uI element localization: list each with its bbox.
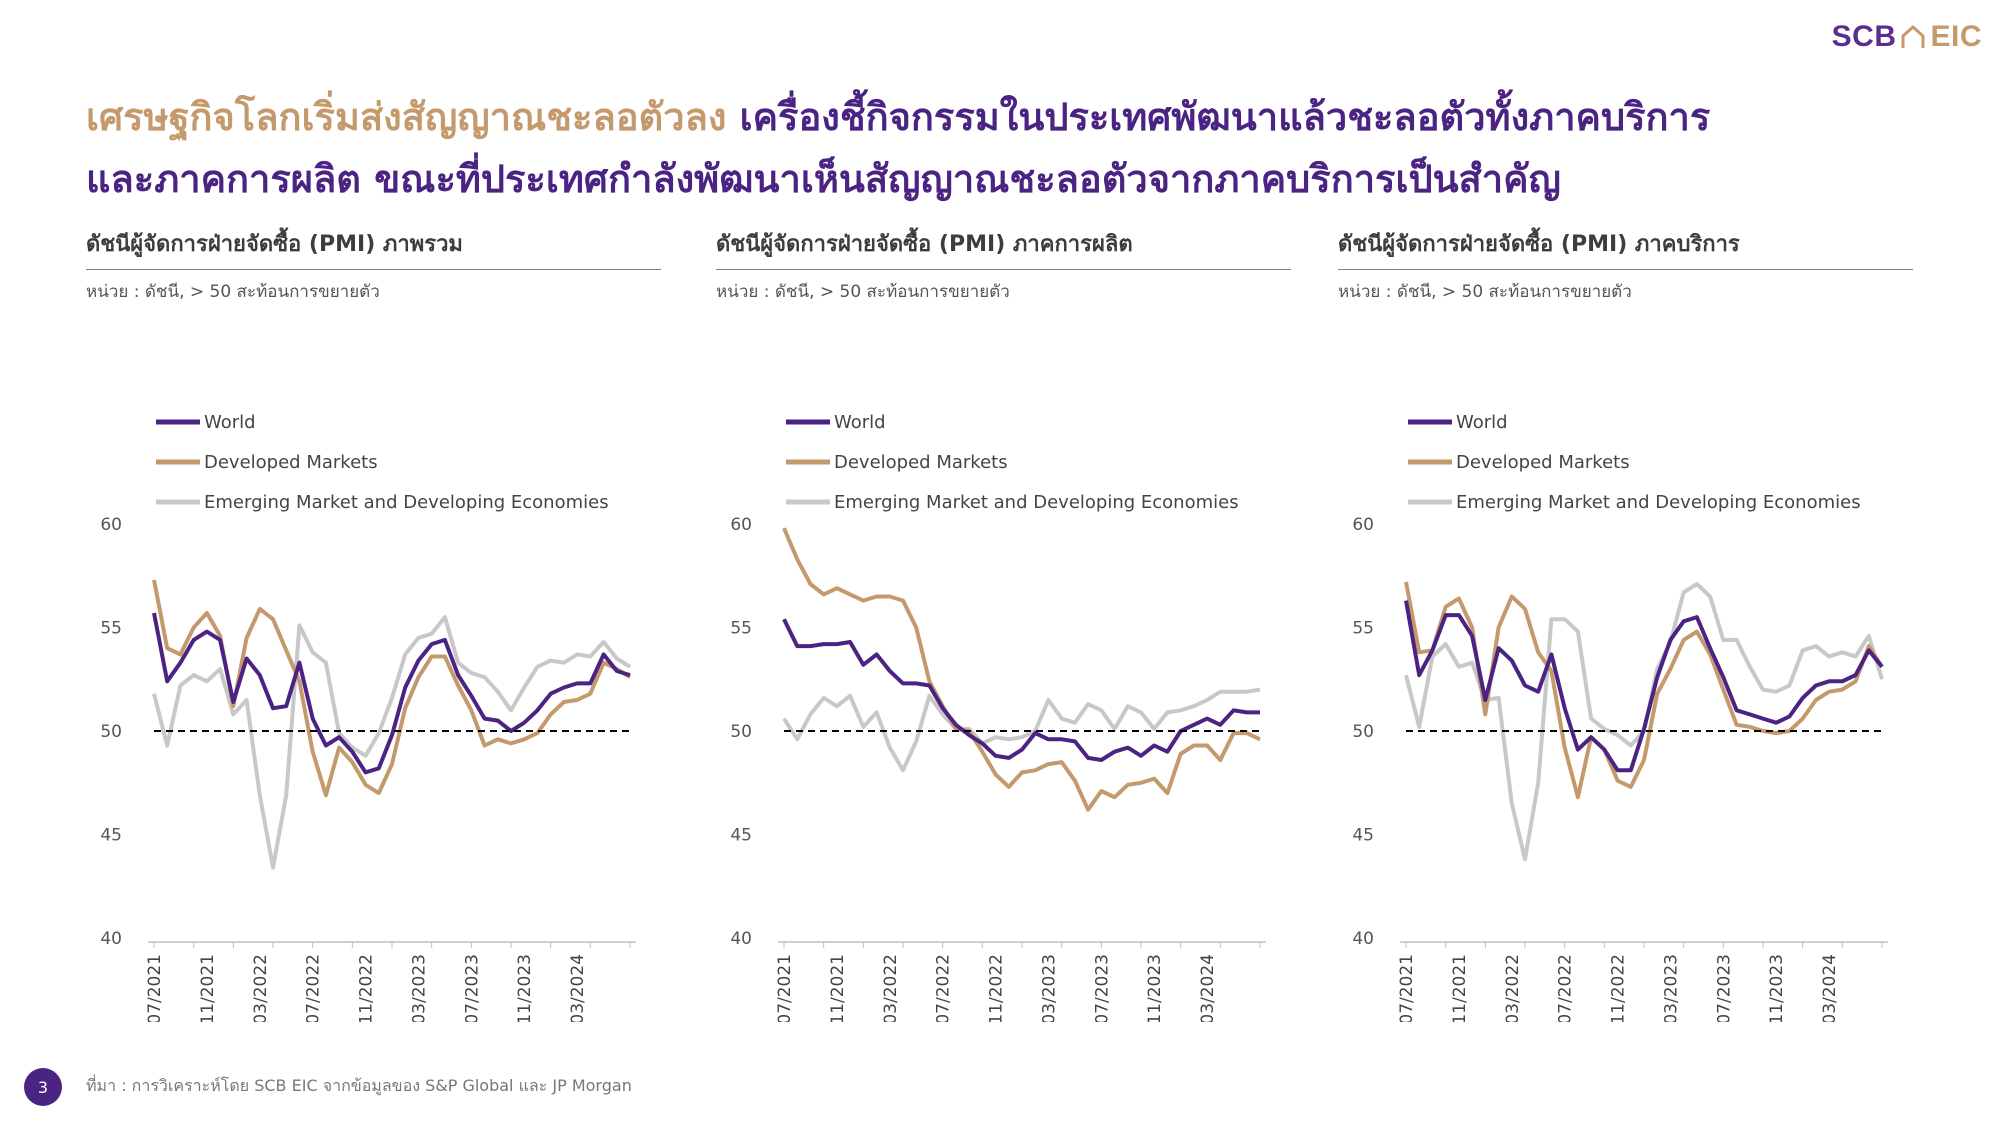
panel-manufacturing: ดัชนีผู้จัดการฝ่ายจัดซื้อ (PMI) ภาคการผล…: [716, 226, 1316, 1026]
x-tick-label: 03/2024: [1820, 954, 1840, 1022]
y-tick-label: 40: [100, 929, 122, 949]
page-headline: เศรษฐกิจโลกเริ่มส่งสัญญาณชะลอตัวลง เครื่…: [86, 86, 1906, 210]
x-tick-label: 11/2022: [357, 954, 377, 1022]
legend-world: World: [786, 412, 886, 433]
legend-label: Developed Markets: [834, 452, 1008, 473]
x-tick-label: 07/2023: [462, 954, 482, 1022]
y-tick-label: 55: [1352, 619, 1374, 639]
x-tick-label: 11/2022: [987, 954, 1007, 1022]
brand-scb: SCB: [1831, 20, 1897, 53]
pmi-manufacturing-chart: World Developed Markets Emerging Market an…: [730, 412, 1266, 1022]
legend-label: Emerging Market and Developing Economies: [1456, 492, 1861, 513]
legend-em: Emerging Market and Developing Economies: [156, 492, 609, 513]
x-tick-label: 07/2022: [934, 954, 954, 1022]
x-tick-label: 07/2023: [1092, 954, 1112, 1022]
x-tick-label: 07/2021: [775, 954, 795, 1022]
legend-label: Developed Markets: [1456, 452, 1630, 473]
legend-dm: Developed Markets: [1408, 452, 1630, 473]
page-number: 3: [24, 1068, 62, 1106]
pmi-services-chart: World Developed Markets Emerging Market an…: [1352, 412, 1888, 1022]
y-tick-label: 40: [1352, 929, 1374, 949]
x-tick-label: 03/2024: [568, 954, 588, 1022]
source-note: ที่มา : การวิเคราะห์โดย SCB EIC จากข้อมู…: [86, 1076, 632, 1095]
y-tick-label: 45: [730, 826, 752, 846]
legend-label: Developed Markets: [204, 452, 378, 473]
legend-world: World: [1408, 412, 1508, 433]
x-tick-label: 07/2022: [1556, 954, 1576, 1022]
legend-em: Emerging Market and Developing Economies: [1408, 492, 1861, 513]
y-tick-label: 45: [1352, 826, 1374, 846]
x-tick-label: 11/2023: [515, 954, 535, 1022]
panel-unit: หน่วย : ดัชนี, > 50 สะท้อนการขยายตัว: [716, 282, 1010, 302]
legend-dm: Developed Markets: [786, 452, 1008, 473]
x-tick-label: 11/2023: [1767, 954, 1787, 1022]
x-tick-label: 03/2024: [1198, 954, 1218, 1022]
dm-series-line: [1404, 581, 1884, 800]
y-tick-label: 60: [100, 515, 122, 535]
y-tick-label: 50: [730, 722, 752, 742]
y-tick-label: 55: [100, 619, 122, 639]
legend-dm: Developed Markets: [156, 452, 378, 473]
y-tick-label: 40: [730, 929, 752, 949]
y-tick-label: 60: [730, 515, 752, 535]
headline-highlight: เศรษฐกิจโลกเริ่มส่งสัญญาณชะลอตัวลง: [86, 95, 727, 139]
legend-world: World: [156, 412, 256, 433]
x-tick-label: 03/2022: [251, 954, 271, 1022]
panel-unit: หน่วย : ดัชนี, > 50 สะท้อนการขยายตัว: [86, 282, 380, 302]
headline-line1: เครื่องชี้กิจกรรมในประเทศพัฒนาแล้วชะลอตั…: [726, 95, 1711, 139]
y-tick-label: 60: [1352, 515, 1374, 535]
legend-label: Emerging Market and Developing Economies: [834, 492, 1239, 513]
y-tick-label: 55: [730, 619, 752, 639]
panel-title: ดัชนีผู้จัดการฝ่ายจัดซื้อ (PMI) ภาคบริกา…: [1338, 226, 1913, 270]
y-tick-label: 45: [100, 826, 122, 846]
x-tick-label: 11/2021: [828, 954, 848, 1022]
panel-services: ดัชนีผู้จัดการฝ่ายจัดซื้อ (PMI) ภาคบริกา…: [1338, 226, 1938, 1026]
x-tick-label: 11/2023: [1145, 954, 1165, 1022]
world-series-line: [152, 612, 631, 775]
panel-unit: หน่วย : ดัชนี, > 50 สะท้อนการขยายตัว: [1338, 282, 1632, 302]
legend-label: Emerging Market and Developing Economies: [204, 492, 609, 513]
dm-series-line: [782, 527, 1261, 812]
x-tick-label: 11/2021: [198, 954, 218, 1022]
x-tick-label: 11/2022: [1609, 954, 1629, 1022]
x-tick-label: 07/2022: [304, 954, 324, 1022]
em-series-line: [152, 615, 632, 870]
x-tick-label: 03/2023: [1039, 954, 1059, 1022]
legend-label: World: [204, 412, 256, 433]
x-tick-label: 03/2022: [1503, 954, 1523, 1022]
x-tick-label: 07/2023: [1714, 954, 1734, 1022]
x-tick-label: 07/2021: [145, 954, 165, 1022]
x-tick-label: 03/2022: [881, 954, 901, 1022]
house-icon: [1901, 25, 1925, 48]
x-tick-label: 11/2021: [1450, 954, 1470, 1022]
panel-title: ดัชนีผู้จัดการฝ่ายจัดซื้อ (PMI) ภาพรวม: [86, 226, 661, 270]
headline-line2: และภาคการผลิต ขณะที่ประเทศกำลังพัฒนาเห็น…: [86, 157, 1561, 201]
x-tick-label: 03/2023: [1661, 954, 1681, 1022]
panel-title: ดัชนีผู้จัดการฝ่ายจัดซื้อ (PMI) ภาคการผล…: [716, 226, 1291, 270]
x-tick-label: 07/2021: [1397, 954, 1417, 1022]
dm-series-line: [152, 579, 632, 798]
em-series-line: [782, 687, 1261, 773]
legend-label: World: [1456, 412, 1508, 433]
brand-eic: EIC: [1930, 20, 1982, 53]
pmi-overall-chart: World Developed Markets Emerging Market an…: [100, 412, 636, 1022]
legend-label: World: [834, 412, 886, 433]
panel-overall: ดัชนีผู้จัดการฝ่ายจัดซื้อ (PMI) ภาพรวม ห…: [86, 226, 686, 1026]
x-tick-label: 03/2023: [409, 954, 429, 1022]
legend-em: Emerging Market and Developing Economies: [786, 492, 1239, 513]
world-series-line: [1404, 600, 1884, 773]
y-tick-label: 50: [1352, 722, 1374, 742]
brand-logo: SCB EIC: [1832, 20, 1982, 54]
y-tick-label: 50: [100, 722, 122, 742]
